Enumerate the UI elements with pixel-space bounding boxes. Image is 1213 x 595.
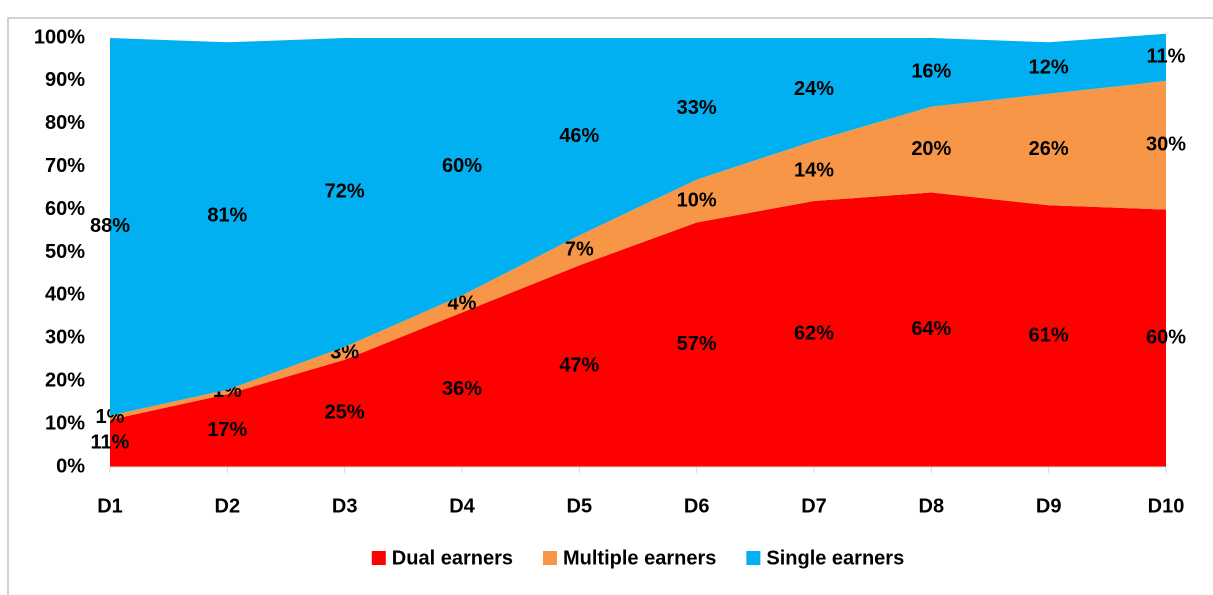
data-label: 47% [559, 354, 599, 376]
legend-label: Single earners [766, 547, 904, 569]
data-label: 25% [325, 402, 365, 424]
legend-swatch [746, 551, 761, 565]
x-tick-label: D9 [1036, 495, 1062, 517]
data-label: 16% [911, 61, 951, 83]
y-tick-label: 80% [45, 112, 85, 134]
area [110, 80, 1166, 420]
y-tick-label: 10% [45, 412, 85, 434]
data-label: 60% [1146, 327, 1186, 349]
legend-swatch [542, 551, 557, 565]
data-label: 36% [442, 378, 482, 400]
data-label: 72% [325, 181, 365, 203]
y-tick-label: 30% [45, 327, 85, 349]
x-tick-label: D2 [215, 495, 241, 517]
area [110, 192, 1166, 467]
data-label: 88% [90, 215, 130, 237]
x-tick-label: D1 [97, 495, 123, 517]
x-tick-label: D3 [332, 495, 358, 517]
legend-label: Multiple earners [563, 547, 716, 569]
data-label: 61% [1029, 324, 1069, 346]
data-label: 24% [794, 78, 834, 100]
chart-frame [7, 17, 1213, 595]
data-label: 81% [207, 204, 247, 226]
x-tick-label: D5 [567, 495, 593, 517]
data-label: 7% [565, 239, 594, 261]
data-label: 20% [911, 138, 951, 160]
y-tick-label: 100% [34, 26, 85, 48]
data-label: 26% [1029, 138, 1069, 160]
data-label: 11% [1147, 46, 1186, 68]
data-label: 33% [677, 97, 717, 119]
y-tick-label: 60% [45, 198, 85, 220]
data-label: 46% [559, 125, 599, 147]
data-label: 11% [91, 432, 130, 454]
y-tick-label: 40% [45, 284, 85, 306]
y-tick-label: 0% [56, 455, 85, 477]
y-tick-label: 20% [45, 369, 85, 391]
y-tick-label: 70% [45, 155, 85, 177]
data-label: 30% [1146, 134, 1186, 156]
data-label: 17% [207, 419, 247, 441]
x-tick-label: D4 [449, 495, 475, 517]
legend-label: Dual earners [392, 547, 513, 569]
x-tick-label: D8 [919, 495, 945, 517]
area [110, 33, 1166, 416]
data-label: 57% [677, 333, 717, 355]
data-label: 14% [794, 159, 834, 181]
y-tick-label: 50% [45, 241, 85, 263]
data-label: 64% [911, 318, 951, 340]
x-tick-label: D10 [1148, 495, 1185, 517]
x-tick-label: D6 [684, 495, 710, 517]
data-label: 62% [794, 322, 834, 344]
data-label: 12% [1029, 56, 1069, 78]
legend-swatch [371, 551, 386, 565]
y-tick-label: 90% [45, 69, 85, 91]
x-tick-label: D7 [801, 495, 827, 517]
data-label: 10% [677, 189, 717, 211]
data-label: 60% [442, 155, 482, 177]
